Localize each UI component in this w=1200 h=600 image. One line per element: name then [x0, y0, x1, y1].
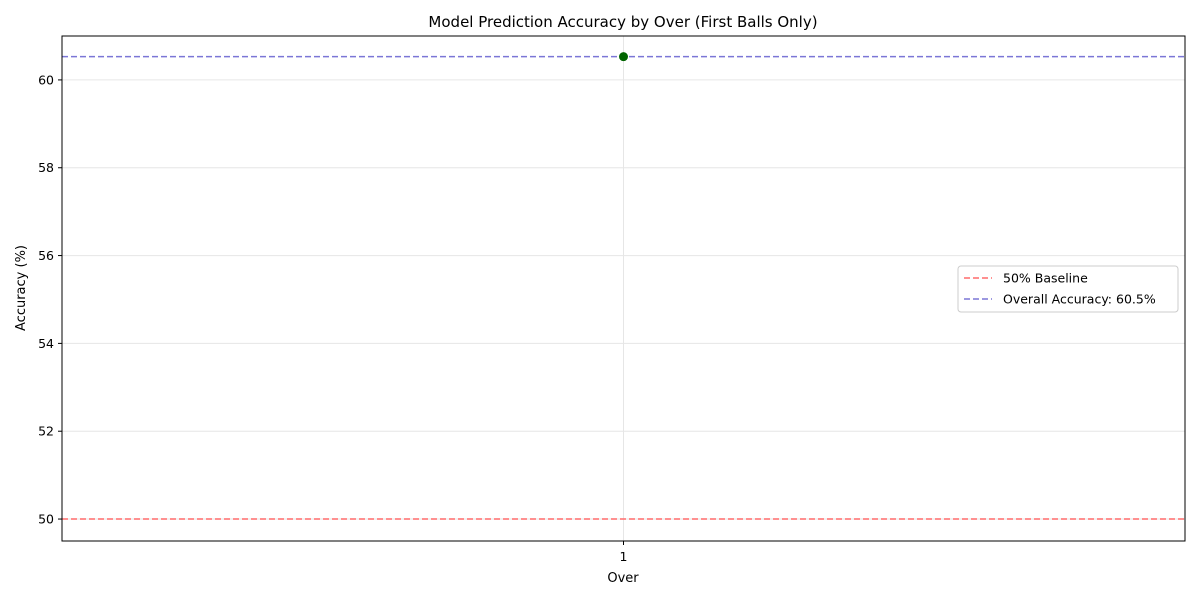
grid: [62, 36, 1185, 541]
chart-title: Model Prediction Accuracy by Over (First…: [428, 13, 817, 31]
y-tick-label: 54: [38, 336, 54, 351]
y-axis-ticks: 50 52 54 56 58 60: [38, 72, 62, 527]
data-point: [619, 52, 628, 62]
x-axis-ticks: 1: [620, 541, 628, 564]
legend-label: 50% Baseline: [1003, 271, 1088, 286]
series: [619, 52, 628, 62]
y-tick-label: 50: [38, 512, 54, 527]
legend-label: Overall Accuracy: 60.5%: [1003, 292, 1156, 307]
legend: 50% Baseline Overall Accuracy: 60.5%: [957, 265, 1179, 313]
y-tick-label: 56: [38, 248, 54, 263]
y-tick-label: 52: [38, 424, 54, 439]
legend-box: [957, 265, 1179, 313]
y-tick-label: 58: [38, 160, 54, 175]
y-axis-label: Accuracy (%): [14, 245, 29, 331]
x-axis-label: Over: [607, 571, 639, 586]
x-tick-label: 1: [620, 549, 628, 564]
y-tick-label: 60: [38, 72, 54, 87]
